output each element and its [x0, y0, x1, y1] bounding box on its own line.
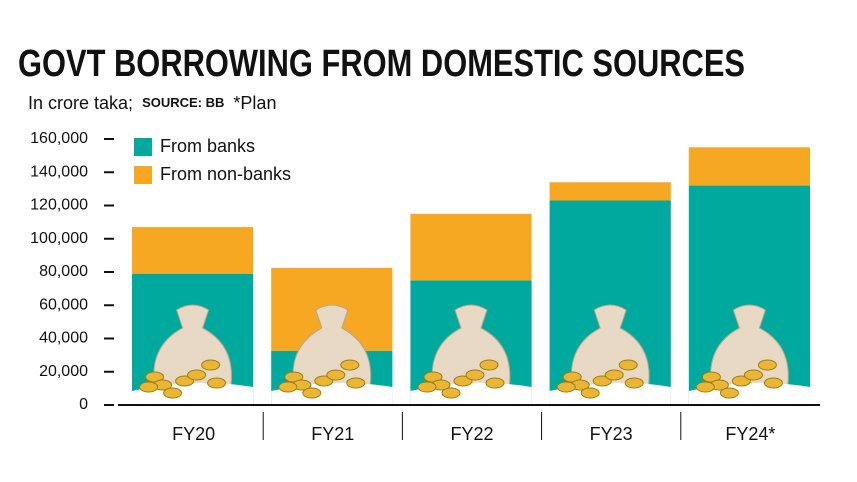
coin — [604, 369, 624, 381]
legend-swatch — [134, 166, 152, 184]
money-bag-icon — [132, 304, 254, 405]
coin — [592, 375, 612, 387]
money-bag-icon — [271, 304, 393, 405]
coin — [207, 377, 227, 389]
source: SOURCE: BB — [142, 95, 224, 110]
chart-title: GOVT BORROWING FROM DOMESTIC SOURCES — [18, 43, 745, 85]
note: *Plan — [233, 93, 276, 113]
x-tick-label: FY22 — [450, 424, 493, 444]
legend-label: From banks — [160, 136, 255, 156]
y-tick-label: 0 — [79, 396, 88, 413]
subtitle-text: In crore taka; — [28, 93, 133, 113]
coin — [556, 381, 576, 393]
coin — [479, 359, 499, 371]
coin — [326, 369, 346, 381]
coin — [201, 359, 221, 371]
coin — [302, 387, 322, 399]
money-bag-icon — [410, 304, 532, 405]
coin — [314, 375, 334, 387]
y-tick-label: 140,000 — [30, 163, 88, 180]
coin — [580, 387, 600, 399]
y-tick-label: 160,000 — [30, 130, 88, 147]
y-tick-label: 80,000 — [39, 263, 88, 280]
coin — [441, 387, 461, 399]
coin — [175, 375, 195, 387]
coin — [187, 369, 207, 381]
coin — [485, 377, 505, 389]
coin — [618, 359, 638, 371]
x-tick-label: FY23 — [590, 424, 633, 444]
y-tick-label: 40,000 — [39, 330, 88, 347]
coin — [163, 387, 183, 399]
coin — [695, 381, 715, 393]
coin — [757, 359, 777, 371]
coin — [346, 377, 366, 389]
coin — [719, 387, 739, 399]
legend-swatch — [134, 138, 152, 156]
x-tick-label: FY21 — [311, 424, 354, 444]
coin — [743, 369, 763, 381]
coin — [624, 377, 644, 389]
x-tick-label: FY24* — [725, 424, 775, 444]
x-tick-label: FY20 — [172, 424, 215, 444]
coin — [731, 375, 751, 387]
coin — [139, 381, 159, 393]
coin — [465, 369, 485, 381]
coin — [417, 381, 437, 393]
money-bag-icon — [549, 304, 671, 405]
y-tick-label: 100,000 — [30, 230, 88, 247]
coin — [763, 377, 783, 389]
money-bag-icon — [688, 304, 810, 405]
subtitle: In crore taka; SOURCE: BB *Plan — [28, 93, 276, 113]
legend-label: From non-banks — [160, 164, 291, 184]
coin — [278, 381, 298, 393]
bar-segment — [410, 213, 532, 281]
bar-segment — [688, 147, 810, 186]
bar-segment — [132, 227, 254, 274]
y-tick-label: 20,000 — [39, 363, 88, 380]
coin — [453, 375, 473, 387]
y-tick-label: 120,000 — [30, 197, 88, 214]
bar-segment — [549, 182, 671, 201]
coin — [340, 359, 360, 371]
y-tick-label: 60,000 — [39, 296, 88, 313]
